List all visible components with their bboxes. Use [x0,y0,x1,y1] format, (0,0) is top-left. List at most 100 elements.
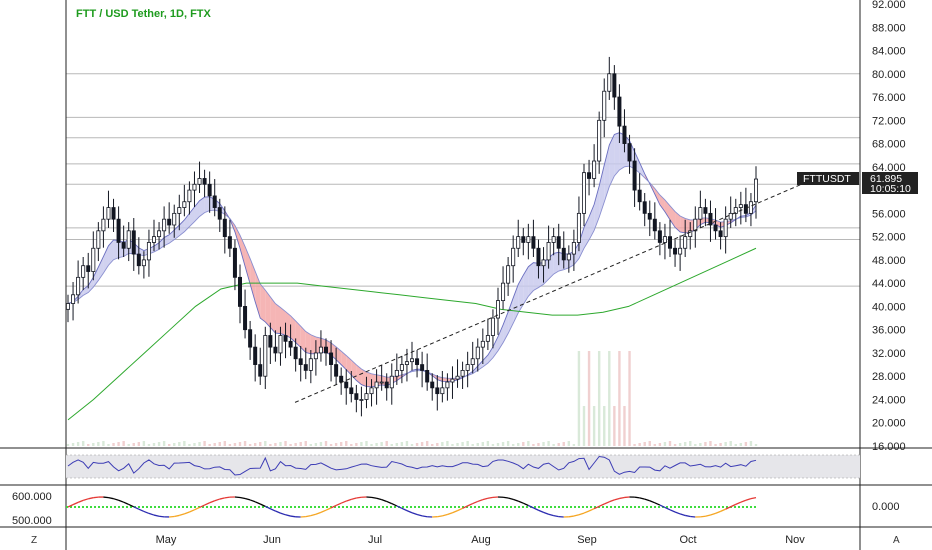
volume-bar [299,442,302,446]
candle-down [303,364,308,371]
oscillator-segment [254,501,261,505]
volume-bar [157,442,161,446]
oscillator-segment [143,510,150,515]
oscillator-segment [113,498,119,501]
price-axis[interactable]: 92.000 88.000 84.000 80.000 76.000 72.000 68.0… [872,0,906,453]
candle-up [602,90,607,121]
volume-bar [415,443,419,446]
volume-bar [567,441,571,446]
candle-down [329,352,334,365]
candle-up [526,236,531,243]
volume-bar [228,444,232,446]
oscillator-segment [305,515,311,518]
auto-scale-left-button[interactable]: Z [31,535,37,546]
volume-bar [476,443,479,446]
oscillator-segment [179,513,185,517]
oscillator-segment [330,504,337,509]
oscillator-segment [320,509,327,513]
candle-up [379,381,384,384]
symbol-tag-label: FTTUSDT [803,173,851,185]
ribbon-segment [584,216,590,249]
ribbon-segment [477,360,483,371]
candle-up [475,346,480,360]
time-axis[interactable]: May Jun Jul Aug Sep Oct Nov [156,534,806,546]
oscillator-segment [153,514,160,517]
volume-bar [284,441,287,446]
candle-up [678,247,683,255]
candle-down [253,346,258,365]
volume-bar [562,442,565,446]
volume-bar [370,444,373,446]
oscillator-segment [598,503,605,507]
price-tick-label: 28.000 [872,371,906,383]
chart-title: FTT / USD Tether, 1D, FTX [76,8,212,20]
oscillator-segment [588,508,595,512]
auto-scale-right-button[interactable]: A [893,535,900,546]
oscillator-segment [356,496,362,499]
oscillator-segment [654,502,661,506]
volume-bar [557,443,560,446]
ribbon-segment [533,262,539,291]
symbol-tag [797,172,859,185]
candle-up [511,247,516,267]
volume-bar [380,442,383,446]
candle-down [556,236,561,249]
candle-up [495,300,500,319]
candle-down [521,236,526,243]
ribbon-segment [204,196,210,213]
volume-bar [304,441,307,446]
oscillator-segment [669,509,676,513]
oscillator-segment [280,512,286,516]
price-tick-label: 84.000 [872,46,906,58]
volume-bar [319,442,323,446]
volume-bar [547,441,550,446]
oscillator-segment [502,496,509,499]
ribbon-segment [280,307,286,336]
volume-bar [425,441,429,446]
volume-bar [517,443,520,446]
candle-up [263,335,268,377]
candle-up [197,178,202,185]
candle-up [723,218,728,238]
ribbon-segment [275,303,281,334]
oscillator-segment [265,505,271,510]
ribbon-segment [609,134,615,187]
oscillator-segment [517,500,524,504]
candle-up [485,335,490,342]
oscillator-segment [189,509,195,513]
oscillator-segment [239,496,246,500]
candle-up [566,253,571,261]
volume-bar [648,441,651,446]
volume-bar [618,351,621,446]
ribbon-segment [528,262,534,297]
oscillator-segment [315,511,322,515]
oscillator-segment [685,514,691,518]
oscillator-segment [148,512,155,516]
candle-up [192,183,197,191]
oscillator-segment [659,504,666,509]
candle-up [308,358,313,371]
ribbon-segment [599,165,605,218]
oscillator-segment [614,497,620,501]
oscillator-segment [639,497,645,500]
volume-bar [719,443,722,446]
oscillator-segment [745,498,752,501]
volume-bar [577,351,581,446]
candle-up [66,303,71,310]
volume-bar [137,442,141,446]
candle-up [81,265,86,278]
volume-bar [279,442,282,446]
trendline[interactable] [294,178,816,403]
volume-bar [289,444,292,446]
volume-bar [420,442,424,446]
candle-down [647,212,652,220]
candle-up [460,369,465,377]
oscillator-segment [351,497,357,500]
candle-down [622,125,627,144]
ribbon-segment [341,351,347,370]
volume-bar [127,444,130,446]
ribbon-segment [670,205,676,228]
candle-down [268,335,273,348]
ribbon-segment [265,290,271,328]
candle-down [642,201,647,214]
